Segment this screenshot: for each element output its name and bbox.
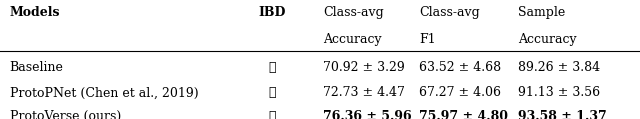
Text: Models: Models — [10, 6, 60, 19]
Text: Accuracy: Accuracy — [518, 33, 577, 46]
Text: Sample: Sample — [518, 6, 566, 19]
Text: F1: F1 — [419, 33, 436, 46]
Text: ✗: ✗ — [268, 61, 276, 74]
Text: ✓: ✓ — [268, 86, 276, 99]
Text: Accuracy: Accuracy — [323, 33, 382, 46]
Text: 67.27 ± 4.06: 67.27 ± 4.06 — [419, 86, 501, 99]
Text: Class-avg: Class-avg — [419, 6, 480, 19]
Text: 72.73 ± 4.47: 72.73 ± 4.47 — [323, 86, 405, 99]
Text: 76.36 ± 5.96: 76.36 ± 5.96 — [323, 110, 412, 119]
Text: Class-avg: Class-avg — [323, 6, 384, 19]
Text: 75.97 ± 4.80: 75.97 ± 4.80 — [419, 110, 508, 119]
Text: 63.52 ± 4.68: 63.52 ± 4.68 — [419, 61, 501, 74]
Text: Baseline: Baseline — [10, 61, 63, 74]
Text: 70.92 ± 3.29: 70.92 ± 3.29 — [323, 61, 405, 74]
Text: ✓: ✓ — [268, 110, 276, 119]
Text: 89.26 ± 3.84: 89.26 ± 3.84 — [518, 61, 600, 74]
Text: 91.13 ± 3.56: 91.13 ± 3.56 — [518, 86, 600, 99]
Text: IBD: IBD — [259, 6, 285, 19]
Text: ProtoVerse (ours): ProtoVerse (ours) — [10, 110, 121, 119]
Text: 93.58 ± 1.37: 93.58 ± 1.37 — [518, 110, 607, 119]
Text: ProtoPNet (Chen et al., 2019): ProtoPNet (Chen et al., 2019) — [10, 86, 198, 99]
